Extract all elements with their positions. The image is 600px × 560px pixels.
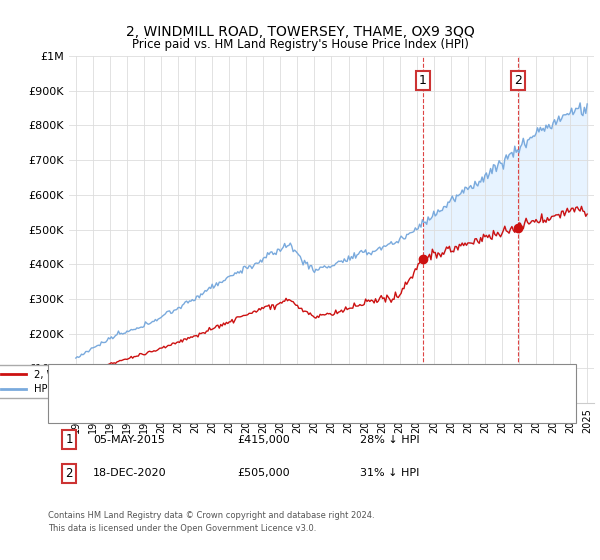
Text: 2: 2 (514, 74, 522, 87)
Text: £415,000: £415,000 (237, 435, 290, 445)
Text: Contains HM Land Registry data © Crown copyright and database right 2024.
This d: Contains HM Land Registry data © Crown c… (48, 511, 374, 533)
Text: HPI: Average price, detached house, South Oxfordshire: HPI: Average price, detached house, Sout… (105, 408, 380, 418)
Text: 1: 1 (65, 433, 73, 446)
Text: 2: 2 (65, 466, 73, 480)
Text: ────: ──── (69, 394, 96, 404)
Text: 05-MAY-2015: 05-MAY-2015 (93, 435, 165, 445)
Text: £505,000: £505,000 (237, 468, 290, 478)
Text: 18-DEC-2020: 18-DEC-2020 (93, 468, 167, 478)
Text: 2, WINDMILL ROAD, TOWERSEY, THAME, OX9 3QQ (detached house): 2, WINDMILL ROAD, TOWERSEY, THAME, OX9 3… (105, 394, 446, 404)
Legend: 2, WINDMILL ROAD, TOWERSEY, THAME, OX9 3QQ (detached house), HPI: Average price,: 2, WINDMILL ROAD, TOWERSEY, THAME, OX9 3… (0, 365, 379, 398)
Text: 2, WINDMILL ROAD, TOWERSEY, THAME, OX9 3QQ: 2, WINDMILL ROAD, TOWERSEY, THAME, OX9 3… (125, 25, 475, 39)
Text: 31% ↓ HPI: 31% ↓ HPI (360, 468, 419, 478)
Text: ────: ──── (69, 408, 96, 418)
Text: 1: 1 (419, 74, 427, 87)
Text: 28% ↓ HPI: 28% ↓ HPI (360, 435, 419, 445)
Text: Price paid vs. HM Land Registry's House Price Index (HPI): Price paid vs. HM Land Registry's House … (131, 38, 469, 50)
